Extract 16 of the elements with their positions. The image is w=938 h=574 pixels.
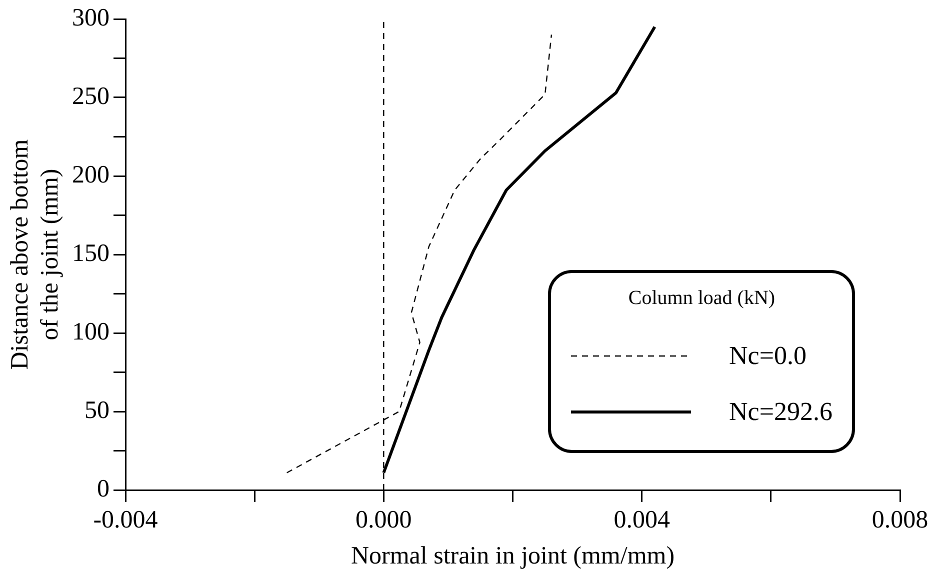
x-tick-label: -0.004 <box>93 506 158 534</box>
y-axis-title: Distance above bottom of the joint (mm) <box>6 138 64 370</box>
legend-title: Column load (kN) <box>627 287 776 310</box>
y-tick-label: 0 <box>97 476 110 503</box>
x-tick-label: 0.004 <box>614 506 670 534</box>
x-tick-label: 0.000 <box>356 506 412 534</box>
legend-label: Nc=0.0 <box>729 341 806 371</box>
y-tick-label: 150 <box>72 240 110 268</box>
legend-label: Nc=292.6 <box>729 397 832 427</box>
y-tick-label: 250 <box>72 83 110 110</box>
y-tick-label: 50 <box>84 397 110 424</box>
x-tick-label: 0.008 <box>872 506 928 534</box>
x-axis-title: Normal strain in joint (mm/mm) <box>350 542 675 570</box>
y-tick-label: 100 <box>72 318 110 346</box>
y-tick-label: 300 <box>72 4 110 32</box>
y-tick-label: 200 <box>72 162 110 189</box>
